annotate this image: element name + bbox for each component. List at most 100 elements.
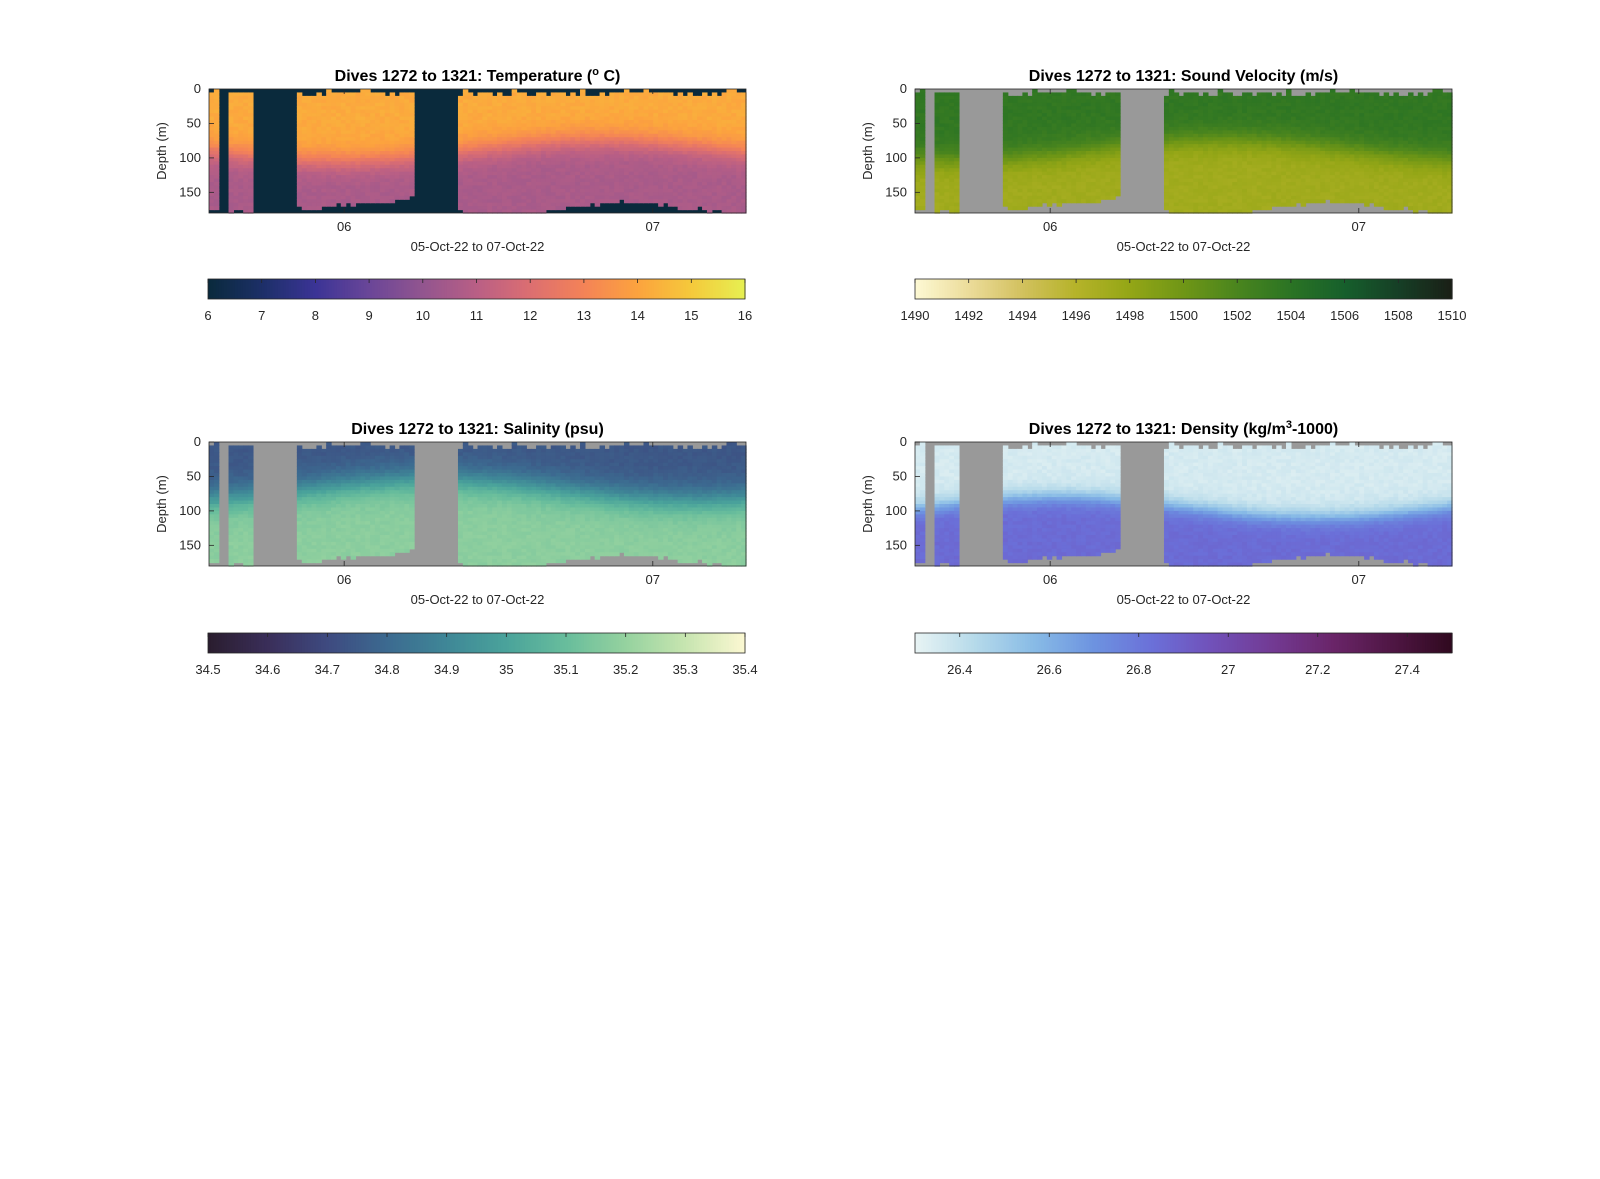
- heatmap-cell: [1017, 147, 1023, 152]
- heatmap-cell: [726, 175, 732, 180]
- heatmap-cell: [477, 130, 483, 135]
- heatmap-cell: [1242, 151, 1248, 156]
- heatmap-cell: [379, 137, 386, 142]
- heatmap-cell: [658, 185, 664, 190]
- heatmap-cell: [575, 168, 581, 173]
- heatmap-cell: [1168, 120, 1175, 125]
- heatmap-cell: [536, 151, 542, 156]
- heatmap-cell: [497, 178, 503, 183]
- heatmap-cell: [1237, 147, 1243, 152]
- heatmap-cell: [731, 126, 737, 131]
- heatmap-cell: [1232, 175, 1238, 180]
- heatmap-cell: [355, 164, 361, 169]
- heatmap-cell: [1207, 126, 1214, 131]
- heatmap-cell: [482, 154, 488, 159]
- heatmap-cell: [340, 126, 347, 131]
- heatmap-cell: [1085, 161, 1092, 166]
- heatmap-cell: [311, 144, 317, 149]
- heatmap-cell: [560, 151, 566, 156]
- heatmap-cell: [462, 120, 469, 125]
- heatmap-cell: [934, 178, 941, 183]
- heatmap-cell: [345, 175, 352, 180]
- heatmap-cell: [1071, 168, 1077, 173]
- heatmap-cell: [233, 175, 239, 180]
- heatmap-cell: [360, 109, 366, 114]
- heatmap-cell: [1222, 209, 1229, 214]
- heatmap-cell: [570, 95, 576, 100]
- heatmap-cell: [497, 192, 503, 197]
- heatmap-cell: [1002, 199, 1009, 204]
- heatmap-cell: [1080, 192, 1087, 197]
- heatmap-cell: [457, 206, 464, 211]
- colorbar-swatch: [237, 279, 241, 299]
- heatmap-cell: [355, 175, 361, 180]
- heatmap-cell: [628, 99, 635, 104]
- heatmap-cell: [526, 168, 532, 173]
- heatmap-cell: [321, 161, 327, 166]
- heatmap-cell: [731, 95, 737, 100]
- heatmap-cell: [516, 171, 523, 176]
- heatmap-cell: [736, 168, 742, 173]
- heatmap-cell: [1046, 164, 1053, 169]
- heatmap-cell: [736, 161, 742, 166]
- heatmap-cell: [550, 171, 557, 176]
- heatmap-cell: [477, 164, 483, 169]
- heatmap-cell: [1085, 199, 1092, 204]
- heatmap-cell: [389, 164, 396, 169]
- heatmap-cell: [643, 133, 649, 138]
- heatmap-cell: [919, 106, 926, 111]
- heatmap-cell: [462, 116, 469, 121]
- heatmap-cell: [1051, 151, 1058, 156]
- heatmap-cell: [326, 89, 332, 94]
- heatmap-cell: [589, 168, 596, 173]
- heatmap-cell: [1027, 137, 1033, 142]
- heatmap-cell: [1032, 151, 1038, 156]
- heatmap-cell: [1188, 178, 1194, 183]
- heatmap-cell: [1076, 171, 1082, 176]
- heatmap-cell: [374, 116, 381, 121]
- heatmap-cell: [570, 151, 576, 156]
- heatmap-cell: [355, 113, 361, 118]
- heatmap-cell: [653, 178, 659, 183]
- heatmap-cell: [1012, 195, 1019, 200]
- heatmap-cell: [360, 188, 366, 193]
- heatmap-cell: [399, 164, 405, 169]
- heatmap-cell: [1217, 151, 1224, 156]
- heatmap-cell: [706, 206, 713, 211]
- heatmap-cell: [389, 140, 396, 145]
- heatmap-cell: [238, 178, 244, 183]
- heatmap-cell: [326, 126, 332, 131]
- heatmap-cell: [575, 137, 581, 142]
- heatmap-cell: [531, 202, 537, 207]
- heatmap-cell: [331, 202, 337, 207]
- heatmap-cell: [1066, 147, 1072, 152]
- heatmap-cell: [550, 199, 557, 204]
- heatmap-cell: [919, 195, 926, 200]
- heatmap-cell: [565, 182, 571, 187]
- heatmap-cell: [1076, 192, 1082, 197]
- heatmap-cell: [1222, 137, 1229, 142]
- heatmap-cell: [384, 182, 391, 187]
- heatmap-cell: [915, 116, 921, 121]
- heatmap-cell: [1080, 161, 1087, 166]
- heatmap-cell: [462, 202, 469, 207]
- heatmap-cell: [243, 168, 249, 173]
- heatmap-cell: [623, 130, 630, 135]
- heatmap-cell: [658, 116, 664, 121]
- heatmap-cell: [1080, 178, 1087, 183]
- heatmap-cell: [233, 140, 239, 145]
- heatmap-cell: [915, 195, 921, 200]
- heatmap-cell: [1022, 137, 1028, 142]
- heatmap-cell: [228, 178, 235, 183]
- heatmap-cell: [1076, 109, 1082, 114]
- heatmap-cell: [919, 130, 926, 135]
- heatmap-cell: [643, 92, 649, 97]
- colorbar-swatch: [527, 279, 531, 299]
- heatmap-cell: [736, 137, 742, 142]
- heatmap-cell: [1217, 157, 1224, 162]
- heatmap-cell: [1100, 175, 1106, 180]
- heatmap-cell: [682, 195, 689, 200]
- heatmap-cell: [939, 144, 945, 149]
- heatmap-cell: [1242, 178, 1248, 183]
- heatmap-cell: [619, 168, 625, 173]
